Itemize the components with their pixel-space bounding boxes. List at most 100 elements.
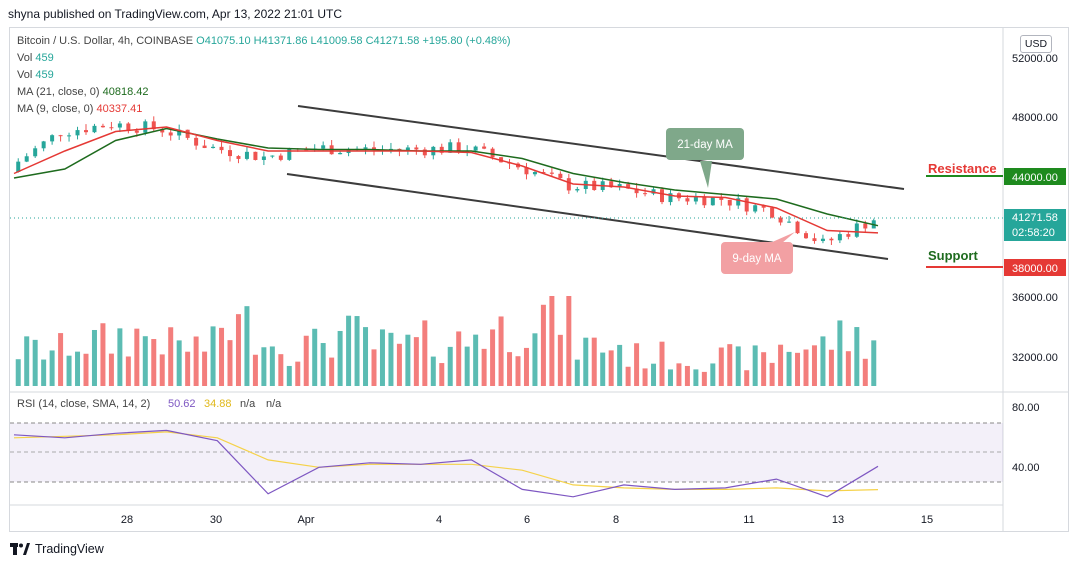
volume-bar [871,340,877,386]
candle-body [270,155,275,157]
support-label: Support [928,248,978,263]
rsi-sma-line [13,431,879,492]
candle-body [177,129,182,136]
volume-bar [735,346,741,386]
volume-bar [820,336,826,386]
ohlc-change: +195.80 (+0.48%) [422,35,511,47]
volume-bar [752,345,758,386]
volume-bar [134,328,140,386]
candle-body [278,155,283,160]
volume-bar [295,361,301,386]
rsi-na: n/a [240,398,256,410]
candle-body [566,178,571,191]
candle-body [151,121,156,130]
ma21-callout-text: 21-day MA [677,139,733,151]
candle-body [660,189,664,203]
volume-bar [693,369,699,386]
candle-body [837,234,842,241]
rsi-tick: 80.00 [1012,402,1040,414]
candle-body [744,198,749,212]
volume-bar [591,337,597,386]
time-axis[interactable]: 28 30 Apr 4 6 8 11 13 15 [121,514,933,526]
candle-body [84,130,88,133]
volume-bar [168,327,174,386]
volume-bar [515,356,521,386]
volume-bar [464,346,470,386]
candle-body [863,223,868,229]
price-axis[interactable]: 52000.00 48000.00 36000.00 32000.00 [1012,53,1058,364]
volume-bar [727,344,733,386]
candle-body [219,146,224,151]
candle-body [710,197,715,206]
volume-bar [75,351,81,386]
volume-bar [507,352,513,386]
volume-bar [261,347,267,386]
volume-bar [66,355,72,386]
candle-body [363,147,368,149]
candle-body [854,223,859,237]
support-price-tag [1004,259,1066,276]
volume-bar [566,296,572,386]
volume-bar [828,349,834,386]
candle-body [50,135,55,142]
volume-bar [490,329,496,386]
candle-body [702,197,707,206]
volume-bar [710,363,716,386]
time-tick: 8 [613,514,619,526]
volume-bar [583,337,589,386]
candle-body [787,221,792,223]
volume-bar [659,341,665,386]
candle-body [143,121,148,133]
candle-body [524,167,529,175]
candle-body [812,238,817,242]
volume-bar [108,353,114,386]
price-tick: 36000.00 [1012,292,1058,304]
rsi-label[interactable]: RSI (14, close, SMA, 14, 2) [17,398,150,410]
candle-body [202,145,207,149]
volume-bar [413,337,419,386]
volume-bar [862,358,868,386]
candle-body [651,189,656,194]
ma21-value: 40818.42 [102,86,149,98]
volume-bar [430,356,436,386]
volume-bar [15,359,21,386]
ma9-value: 40337.41 [96,103,143,115]
volume-bar [329,357,335,386]
volume-bar [320,343,326,386]
candle-body [33,148,38,157]
rsi-line [13,429,879,498]
volume-bar [151,339,157,386]
rsi-value: 50.62 [168,398,196,410]
volume-bar [244,306,250,386]
symbol-title[interactable]: Bitcoin / U.S. Dollar, 4h, COINBASE [17,35,194,47]
candle-body [244,151,249,159]
volume-bar [227,340,233,386]
volume-bar [557,334,563,386]
currency-button[interactable]: USD [1020,35,1052,53]
candle-body [92,125,97,133]
volume-bar [540,304,546,386]
ma21-legend[interactable]: MA (21, close, 0) 40818.42 [17,86,149,98]
rsi-na: n/a [266,398,282,410]
tradingview-footer[interactable]: TradingView [10,542,104,556]
ma9-legend[interactable]: MA (9, close, 0) 40337.41 [17,103,142,115]
candle-body [482,146,487,149]
volume-bar [219,327,225,386]
ma9-line [13,126,879,234]
volume-bar [371,349,377,386]
vol-legend-1[interactable]: Vol 459 [17,52,54,64]
candle-body [58,135,63,137]
vol-label: Vol [17,69,33,81]
candle-body [846,234,851,237]
volume-bar [523,347,529,386]
volume-bar [803,349,809,386]
vol-legend-2[interactable]: Vol 459 [17,69,54,81]
volume-bar [549,296,555,386]
time-tick: Apr [297,514,314,526]
volume-bar [795,352,801,386]
volume-bar [481,348,487,386]
volume-bar [142,336,148,386]
vol-label: Vol [17,52,33,64]
volume-bar [811,345,817,386]
